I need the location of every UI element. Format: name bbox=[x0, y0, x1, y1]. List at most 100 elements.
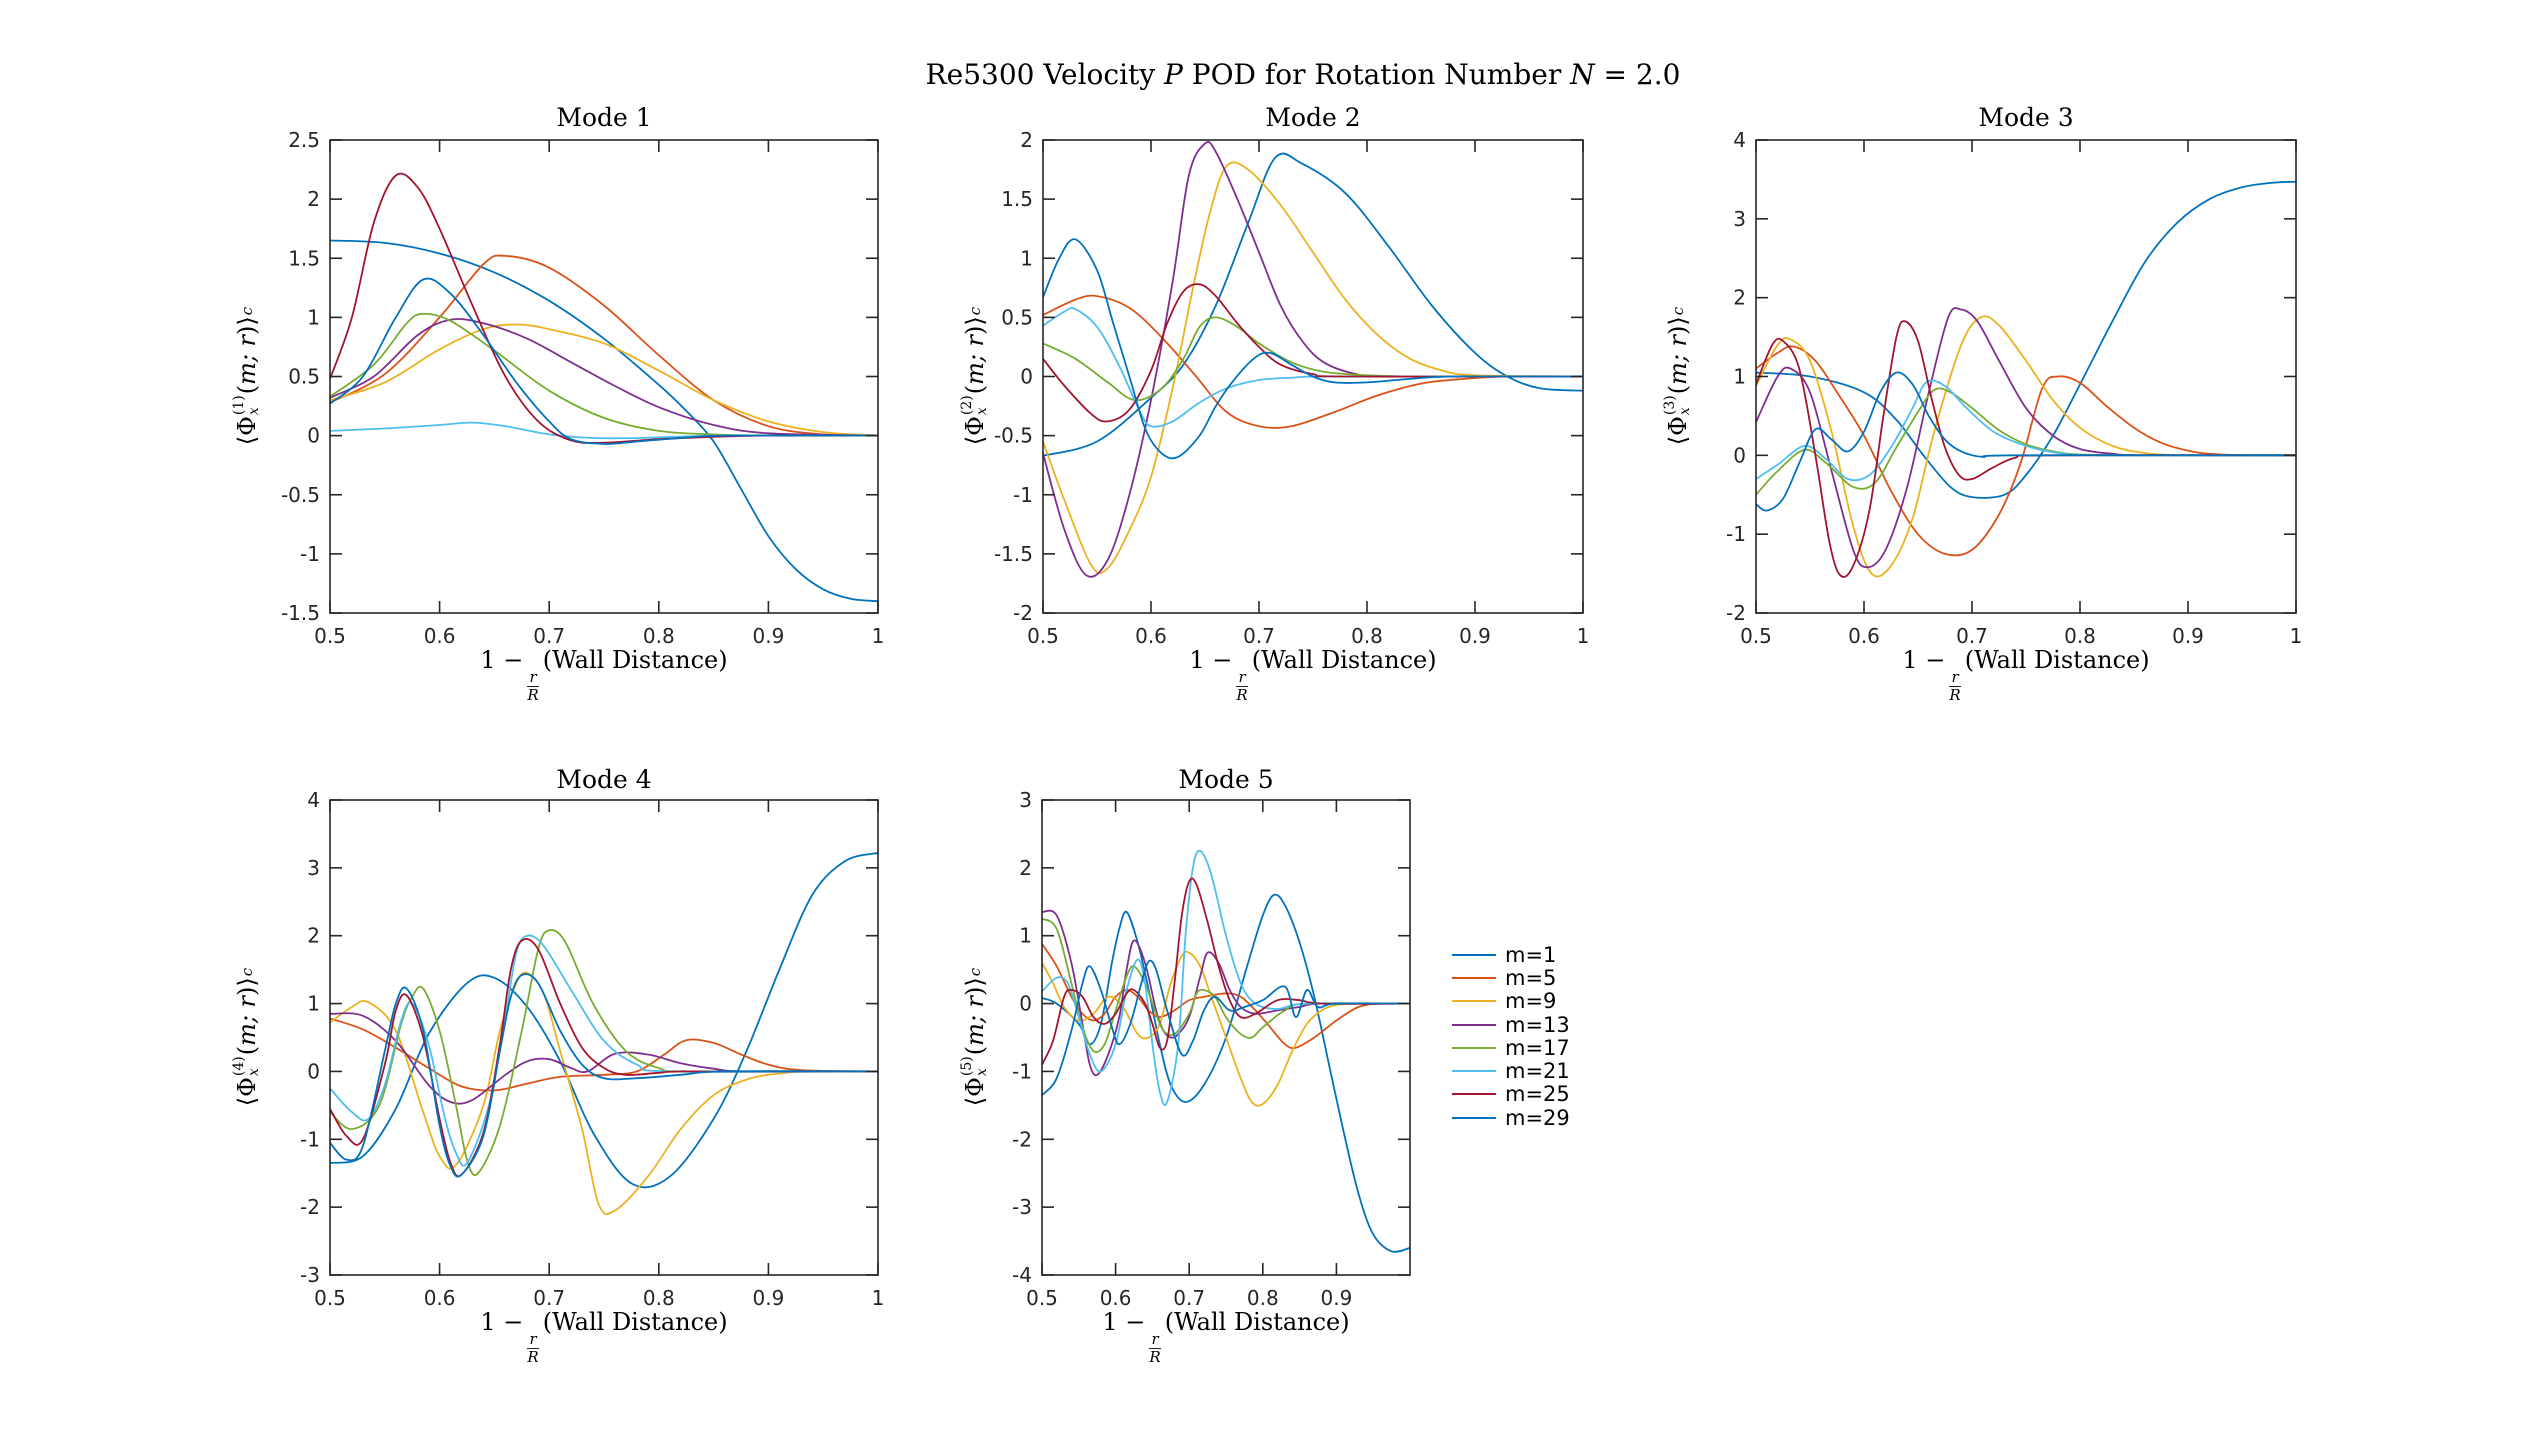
curve-mode1-m=13 bbox=[330, 318, 878, 437]
mode3-curves bbox=[1756, 180, 2296, 578]
curve-mode5-m=21 bbox=[1042, 849, 1410, 1106]
curve-mode5-m=29 bbox=[1042, 959, 1410, 1097]
x-tick-label: 0.6 bbox=[1100, 1286, 1132, 1310]
y-tick-label: 1 bbox=[1733, 365, 1746, 389]
legend: m=1 m=5 m=9 m=13 m=17 m=21 m=25 m=29 bbox=[1452, 943, 1570, 1130]
curve-mode4-m=5 bbox=[330, 1017, 878, 1092]
legend-item-m29: m=29 bbox=[1452, 1106, 1570, 1130]
x-tick-label: 0.7 bbox=[533, 1286, 565, 1310]
x-tick-label: 0.6 bbox=[424, 1286, 456, 1310]
legend-item-m13: m=13 bbox=[1452, 1013, 1570, 1037]
subplot-title-mode4: Mode 4 bbox=[556, 765, 652, 794]
x-tick-label: 0.9 bbox=[2172, 624, 2204, 648]
curve-mode5-m=25 bbox=[1042, 877, 1410, 1066]
y-tick-label: -1.5 bbox=[994, 542, 1033, 566]
curve-mode4-m=29 bbox=[330, 973, 878, 1178]
legend-line-swatch bbox=[1452, 1093, 1496, 1096]
x-tick-label: 0.8 bbox=[2064, 624, 2096, 648]
y-tick-label: 3 bbox=[1733, 207, 1746, 231]
mode2-axes: 0.5 0.6 0.7 0.8 0.9 1 -2 -1.5 -1 -0.5 0 0.5 1 1.5 2 bbox=[994, 128, 1589, 648]
y-tick-label: 1 bbox=[1020, 246, 1033, 270]
x-tick-label: 0.7 bbox=[533, 624, 565, 648]
curve-mode3-m=13 bbox=[1756, 307, 2296, 569]
y-tick-label: 0.5 bbox=[1001, 305, 1033, 329]
y-tick-label: 4 bbox=[1733, 128, 1746, 152]
curve-mode5-m=9 bbox=[1042, 950, 1410, 1107]
y-tick-label: 0 bbox=[307, 424, 320, 448]
legend-line-swatch bbox=[1452, 1116, 1496, 1119]
x-tick-label: 1 bbox=[1577, 624, 1590, 648]
curve-mode1-m=25 bbox=[330, 172, 878, 444]
x-axis-label-mode2: 1 − r R (Wall Distance) bbox=[1189, 646, 1437, 705]
mode2-curves bbox=[1043, 140, 1583, 578]
y-tick-label: 2.5 bbox=[288, 128, 320, 152]
x-tick-label: 0.6 bbox=[424, 624, 456, 648]
legend-line-swatch bbox=[1452, 1070, 1496, 1073]
curve-mode3-m=1 bbox=[1756, 180, 2296, 499]
legend-item-m25: m=25 bbox=[1452, 1082, 1570, 1106]
legend-line-swatch bbox=[1452, 1023, 1496, 1026]
y-tick-label: 3 bbox=[307, 856, 320, 880]
curve-mode4-m=21 bbox=[330, 934, 878, 1167]
x-tick-label: 0.8 bbox=[643, 624, 675, 648]
y-axis-label-mode2: ⟨Φ (2) x(m; r)⟩ c bbox=[959, 306, 990, 446]
curve-mode1-m=9 bbox=[330, 323, 878, 437]
mode4-axes: 0.5 0.6 0.7 0.8 0.9 1 -3 -2 -1 0 1 2 3 4 bbox=[300, 788, 884, 1310]
legend-line-swatch bbox=[1452, 976, 1496, 979]
mode5-axes: 0.5 0.6 0.7 0.8 0.9 -4 -3 -2 -1 0 1 2 3 bbox=[1012, 788, 1411, 1310]
y-tick-label: -1 bbox=[300, 1127, 320, 1151]
curve-mode1-m=5 bbox=[330, 254, 878, 437]
curve-mode1-m=29 bbox=[330, 277, 878, 445]
x-tick-label: 0.8 bbox=[1351, 624, 1383, 648]
y-tick-label: 0 bbox=[1020, 365, 1033, 389]
y-tick-label: -0.5 bbox=[281, 483, 320, 507]
x-tick-label: 0.5 bbox=[314, 1286, 346, 1310]
x-axis-label-mode3: 1 − r R (Wall Distance) bbox=[1902, 646, 2150, 705]
x-tick-label: 1 bbox=[872, 1286, 885, 1310]
x-tick-label: 0.5 bbox=[1026, 1286, 1058, 1310]
x-tick-label: 0.8 bbox=[643, 1286, 675, 1310]
curve-mode3-m=25 bbox=[1756, 320, 2296, 578]
curve-mode3-m=5 bbox=[1756, 345, 2296, 557]
y-tick-label: 0 bbox=[1019, 992, 1032, 1016]
y-tick-label: 2 bbox=[307, 187, 320, 211]
mode5-curves bbox=[1042, 849, 1410, 1253]
y-tick-label: -2 bbox=[1726, 601, 1746, 625]
y-tick-label: 2 bbox=[1019, 856, 1032, 880]
x-tick-label: 0.6 bbox=[1135, 624, 1167, 648]
y-tick-label: -3 bbox=[1012, 1195, 1032, 1219]
x-tick-label: 0.5 bbox=[1027, 624, 1059, 648]
curve-mode1-m=17 bbox=[330, 312, 878, 437]
y-tick-label: 0 bbox=[307, 1059, 320, 1083]
y-tick-label: -2 bbox=[1012, 1127, 1032, 1151]
y-tick-label: 1 bbox=[307, 305, 320, 329]
x-tick-label: 0.5 bbox=[1740, 624, 1772, 648]
figure-title: Re5300 Velocity P POD for Rotation Numbe… bbox=[925, 58, 1681, 91]
y-tick-label: -0.5 bbox=[994, 424, 1033, 448]
mode1-curves bbox=[330, 172, 878, 603]
y-tick-label: 3 bbox=[1019, 788, 1032, 812]
y-tick-label: 1 bbox=[307, 992, 320, 1016]
legend-line-swatch bbox=[1452, 1000, 1496, 1003]
y-axis-label-mode4: ⟨Φ (4) x(m; r)⟩ c bbox=[231, 967, 262, 1107]
y-tick-label: -1.5 bbox=[281, 601, 320, 625]
curve-mode5-m=1 bbox=[1042, 893, 1410, 1253]
subplot-title-mode3: Mode 3 bbox=[1978, 103, 2074, 132]
subplot-title-mode2: Mode 2 bbox=[1265, 103, 1361, 132]
y-tick-label: -1 bbox=[1012, 1059, 1032, 1083]
x-tick-label: 0.7 bbox=[1173, 1286, 1205, 1310]
x-tick-label: 0.7 bbox=[1243, 624, 1275, 648]
curve-mode4-m=1 bbox=[330, 852, 878, 1189]
curve-mode2-m=29 bbox=[1043, 238, 1583, 460]
curve-mode4-m=17 bbox=[330, 929, 878, 1176]
y-tick-label: 1.5 bbox=[1001, 187, 1033, 211]
y-tick-label: -2 bbox=[300, 1195, 320, 1219]
mode4-curves bbox=[330, 852, 878, 1215]
y-tick-label: 2 bbox=[1020, 128, 1033, 152]
x-tick-label: 0.6 bbox=[1848, 624, 1880, 648]
curve-mode3-m=9 bbox=[1756, 315, 2296, 578]
